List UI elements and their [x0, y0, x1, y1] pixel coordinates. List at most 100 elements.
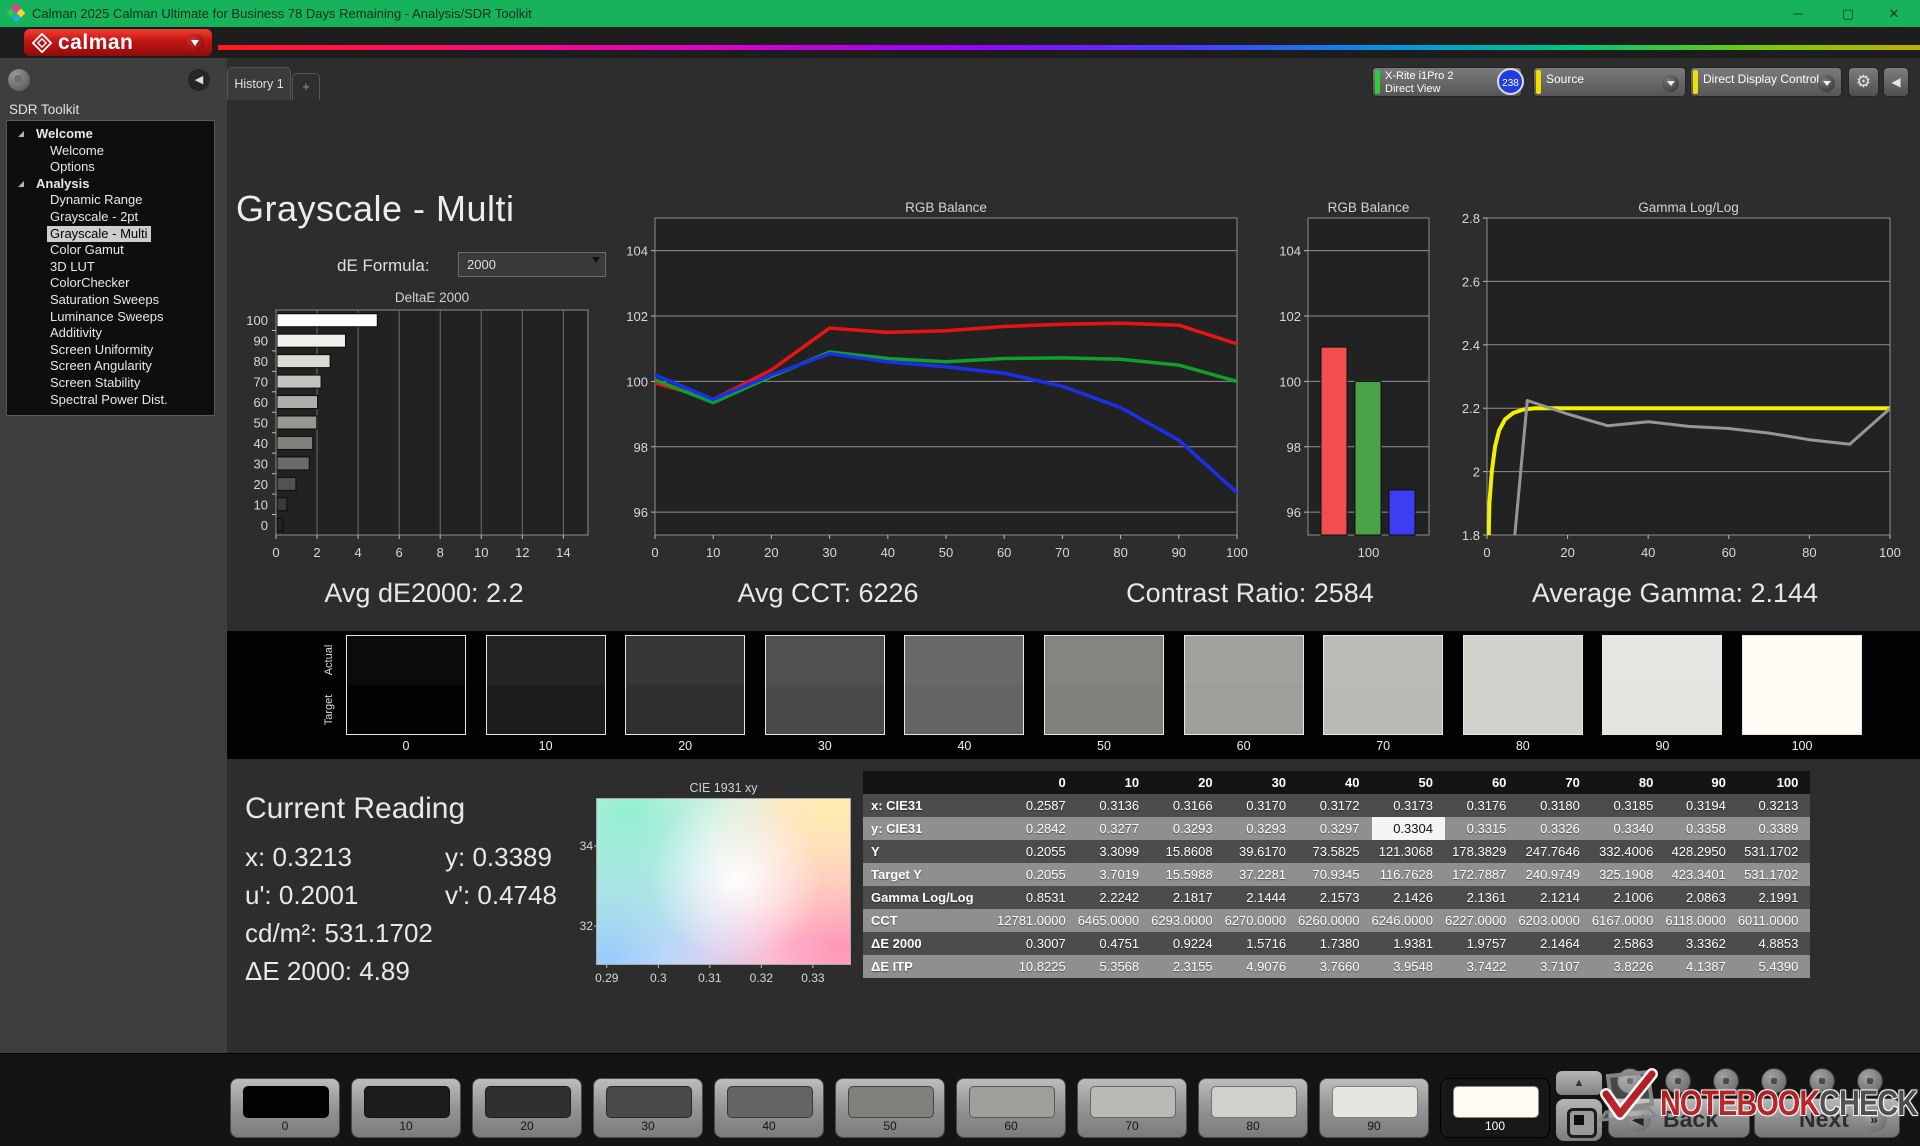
calman-menu-caret-icon[interactable]	[186, 33, 204, 52]
table-cell[interactable]: 0.2055	[997, 863, 1078, 886]
table-cell[interactable]: 2.1991	[1737, 886, 1811, 909]
table-cell[interactable]: 3.3099	[1077, 840, 1152, 863]
table-cell[interactable]: 5.4390	[1737, 955, 1811, 978]
chevron-down-icon[interactable]	[1818, 75, 1835, 92]
table-cell[interactable]: 0.3176	[1444, 794, 1519, 817]
patch-button-100[interactable]: 100	[1440, 1078, 1550, 1138]
table-cell[interactable]: 0.3180	[1518, 794, 1592, 817]
tree-item-welcome[interactable]: Welcome	[7, 126, 214, 143]
table-cell[interactable]: 3.7660	[1298, 955, 1372, 978]
table-cell[interactable]: 0.3007	[997, 932, 1078, 955]
expander-icon[interactable]	[18, 131, 24, 137]
display-control-dropdown[interactable]: Direct Display Control	[1690, 67, 1842, 97]
table-cell[interactable]: 2.1006	[1591, 886, 1666, 909]
table-cell[interactable]: 6246.0000	[1371, 909, 1445, 932]
table-cell[interactable]: 6203.0000	[1518, 909, 1592, 932]
table-cell[interactable]: 0.2587	[997, 794, 1078, 817]
patch-button-50[interactable]: 50	[835, 1078, 945, 1138]
table-cell[interactable]: 4.9076	[1224, 955, 1299, 978]
table-cell[interactable]: 0.3136	[1077, 794, 1152, 817]
table-cell[interactable]: 172.7887	[1444, 863, 1519, 886]
table-cell[interactable]: 3.3362	[1665, 932, 1738, 955]
tree-item-spectral-power-dist-[interactable]: Spectral Power Dist.	[7, 392, 214, 409]
table-cell[interactable]: 4.1387	[1665, 955, 1738, 978]
table-cell[interactable]: 2.3155	[1151, 955, 1225, 978]
table-cell[interactable]: 1.9381	[1371, 932, 1445, 955]
patch-button-0[interactable]: 0	[230, 1078, 340, 1138]
table-cell[interactable]: 15.8608	[1151, 840, 1225, 863]
settings-gear-button[interactable]: ⚙	[1848, 67, 1879, 97]
table-cell[interactable]: 6293.0000	[1151, 909, 1225, 932]
table-cell[interactable]: 37.2281	[1224, 863, 1299, 886]
table-cell[interactable]: 325.1908	[1591, 863, 1666, 886]
collapse-panel-button[interactable]: ◀	[1883, 67, 1909, 97]
table-cell[interactable]: 3.7019	[1077, 863, 1152, 886]
patch-button-80[interactable]: 80	[1198, 1078, 1308, 1138]
table-cell[interactable]: 0.3277	[1077, 817, 1152, 840]
table-cell[interactable]: 0.3389	[1737, 817, 1811, 840]
tree-item-grayscale-2pt[interactable]: Grayscale - 2pt	[7, 209, 214, 226]
chevron-down-icon[interactable]	[1662, 75, 1679, 92]
patch-button-40[interactable]: 40	[714, 1078, 824, 1138]
table-cell[interactable]: 0.3172	[1298, 794, 1372, 817]
add-tab-button[interactable]: +	[292, 73, 320, 100]
table-cell[interactable]: 423.3401	[1665, 863, 1738, 886]
table-cell[interactable]: 6118.0000	[1665, 909, 1738, 932]
table-cell[interactable]: 2.2242	[1077, 886, 1152, 909]
tree-item-grayscale-multi[interactable]: Grayscale - Multi	[7, 225, 214, 243]
minimize-button[interactable]: ─	[1793, 6, 1803, 21]
tree-item-saturation-sweeps[interactable]: Saturation Sweeps	[7, 292, 214, 309]
table-cell[interactable]: 0.3173	[1371, 794, 1445, 817]
table-cell[interactable]: 39.6170	[1224, 840, 1299, 863]
table-cell[interactable]: 2.1444	[1224, 886, 1299, 909]
transport-button-5[interactable]	[1809, 1068, 1835, 1094]
source-dropdown[interactable]: Source	[1533, 67, 1686, 97]
tree-item-colorchecker[interactable]: ColorChecker	[7, 275, 214, 292]
table-cell[interactable]: 0.3293	[1151, 817, 1225, 840]
table-cell[interactable]: 0.4751	[1077, 932, 1152, 955]
table-cell[interactable]: 3.7422	[1444, 955, 1519, 978]
table-cell[interactable]: 0.3185	[1591, 794, 1666, 817]
tree-item-luminance-sweeps[interactable]: Luminance Sweeps	[7, 309, 214, 326]
tree-item-3d-lut[interactable]: 3D LUT	[7, 259, 214, 276]
table-cell[interactable]: 6260.0000	[1298, 909, 1372, 932]
table-cell[interactable]: 3.9548	[1371, 955, 1445, 978]
table-cell[interactable]: 0.3358	[1665, 817, 1738, 840]
tree-item-options[interactable]: Options	[7, 159, 214, 176]
transport-button-4[interactable]	[1761, 1068, 1787, 1094]
tree-item-additivity[interactable]: Additivity	[7, 325, 214, 342]
workflow-orb-icon[interactable]	[8, 69, 30, 91]
table-cell[interactable]: 0.8531	[997, 886, 1078, 909]
table-cell[interactable]: 2.1464	[1518, 932, 1592, 955]
patch-button-60[interactable]: 60	[956, 1078, 1066, 1138]
table-cell[interactable]: 6465.0000	[1077, 909, 1152, 932]
back-button[interactable]: ◀ Back	[1608, 1098, 1750, 1138]
de-formula-select[interactable]: 2000	[458, 252, 606, 278]
table-cell[interactable]: 0.3315	[1444, 817, 1519, 840]
table-cell[interactable]: 178.3829	[1444, 840, 1519, 863]
table-cell[interactable]: 1.5716	[1224, 932, 1299, 955]
transport-button-2[interactable]	[1665, 1068, 1691, 1094]
expander-icon[interactable]	[18, 180, 24, 187]
table-cell[interactable]: 1.7380	[1298, 932, 1372, 955]
table-cell[interactable]: 70.9345	[1298, 863, 1372, 886]
patch-button-90[interactable]: 90	[1319, 1078, 1429, 1138]
tree-item-color-gamut[interactable]: Color Gamut	[7, 242, 214, 259]
table-cell[interactable]: 531.1702	[1737, 840, 1811, 863]
table-cell[interactable]: 6270.0000	[1224, 909, 1299, 932]
table-cell[interactable]: 6011.0000	[1737, 909, 1811, 932]
tree-item-screen-angularity[interactable]: Screen Angularity	[7, 358, 214, 375]
table-cell[interactable]: 6167.0000	[1591, 909, 1666, 932]
table-cell[interactable]: 2.1214	[1518, 886, 1592, 909]
close-button[interactable]: ✕	[1888, 6, 1900, 21]
table-cell[interactable]: 0.3293	[1224, 817, 1299, 840]
table-cell[interactable]: 2.1426	[1371, 886, 1445, 909]
table-cell[interactable]: 1.9757	[1444, 932, 1519, 955]
tree-item-welcome[interactable]: Welcome	[7, 143, 214, 160]
table-cell[interactable]: 3.8226	[1591, 955, 1666, 978]
maximize-button[interactable]: ▢	[1841, 6, 1855, 21]
table-cell[interactable]: 0.2055	[997, 840, 1078, 863]
patch-list-up-button[interactable]: ▲	[1556, 1071, 1602, 1095]
stop-measure-button[interactable]	[1556, 1099, 1602, 1141]
table-cell[interactable]: 2.5863	[1591, 932, 1666, 955]
